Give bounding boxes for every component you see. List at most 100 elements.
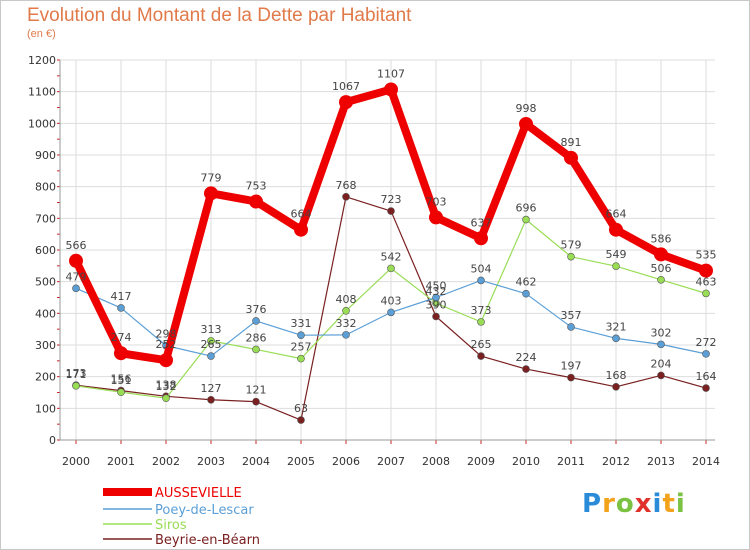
logo-letter: t [662, 489, 676, 519]
data-label: 121 [246, 384, 267, 397]
data-point [207, 337, 215, 345]
data-label: 151 [111, 374, 132, 387]
data-point [567, 373, 575, 382]
logo-letter: P [582, 489, 603, 519]
data-point [297, 354, 305, 363]
data-label: 313 [201, 323, 222, 336]
data-label: 156 [111, 373, 132, 386]
data-label: 127 [201, 382, 222, 395]
series-lines [69, 82, 713, 424]
data-point [252, 317, 260, 325]
data-label: 768 [336, 179, 357, 192]
data-label: 376 [246, 303, 267, 316]
y-tick-label: 600 [35, 244, 56, 257]
data-label: 664 [291, 208, 312, 221]
data-label: 138 [156, 378, 177, 391]
data-point [429, 210, 443, 225]
data-point [297, 416, 305, 424]
data-label: 63 [294, 402, 308, 415]
data-label: 331 [291, 317, 312, 330]
data-label: 321 [606, 320, 627, 333]
data-point [519, 116, 533, 131]
y-tick-label: 1200 [28, 54, 56, 67]
data-point [294, 222, 308, 237]
x-tick-label: 2012 [602, 455, 630, 468]
data-point [654, 247, 668, 262]
data-point [387, 308, 395, 317]
data-point [207, 395, 215, 404]
data-label: 579 [561, 239, 582, 252]
data-point [204, 186, 218, 201]
data-label: 542 [381, 250, 402, 263]
logo-letter: i [675, 489, 686, 519]
data-point [477, 352, 485, 360]
data-point [522, 365, 530, 373]
data-point [522, 289, 530, 298]
data-label: 549 [606, 248, 627, 261]
y-tick-label: 0 [49, 434, 56, 447]
legend-label: Poey-de-Lescar [155, 503, 254, 518]
data-point [114, 346, 128, 361]
data-label: 723 [381, 193, 402, 206]
y-tick-label: 1000 [28, 117, 56, 130]
axes: 0 100 200 300 400 500 600 700 800 900 1000 1100 1200… [28, 54, 720, 468]
data-point [339, 95, 353, 110]
data-label: 274 [111, 331, 132, 344]
data-label: 224 [516, 351, 537, 364]
data-label: 696 [516, 202, 537, 215]
data-point [612, 262, 620, 270]
data-point [252, 397, 260, 406]
legend-label: Siros [155, 518, 187, 533]
data-label: 1107 [377, 67, 405, 80]
data-label: 132 [156, 380, 177, 393]
x-tick-label: 2013 [647, 455, 675, 468]
data-point [252, 345, 260, 354]
data-label: 1067 [332, 80, 360, 93]
data-point [342, 331, 350, 339]
data-point [609, 222, 623, 237]
data-label: 753 [246, 180, 267, 193]
data-label: 390 [426, 299, 447, 312]
data-label: 506 [651, 262, 672, 275]
data-point [477, 318, 485, 326]
data-label: 703 [426, 195, 447, 208]
x-tick-label: 2011 [557, 455, 585, 468]
data-label: 479 [66, 270, 87, 283]
proxiti-logo: Proxiti [582, 489, 686, 519]
x-tick-label: 2001 [107, 455, 135, 468]
data-point [159, 353, 173, 368]
data-point [342, 306, 350, 315]
data-point [117, 388, 125, 396]
x-tick-label: 2008 [422, 455, 450, 468]
data-label: 265 [201, 338, 222, 351]
data-label: 432 [426, 285, 447, 298]
y-tick-label: 500 [35, 276, 56, 289]
data-label: 171 [66, 368, 87, 381]
data-label: 566 [66, 239, 87, 252]
x-tick-label: 2007 [377, 455, 405, 468]
data-point [384, 82, 398, 97]
data-point [69, 253, 83, 268]
data-labels: 566 274 252 779 753 664 1067 1107 703 637 998 891 66… [66, 67, 717, 415]
y-tick-label: 700 [35, 212, 56, 225]
x-tick-label: 2014 [692, 455, 720, 468]
data-label: 664 [606, 208, 627, 221]
x-tick-label: 2004 [242, 455, 270, 468]
grid [60, 59, 715, 441]
y-tick-label: 300 [35, 339, 56, 352]
data-point [249, 194, 263, 209]
data-point [702, 289, 710, 298]
logo-letter: r [602, 489, 616, 519]
data-point [117, 304, 125, 312]
data-label: 252 [156, 338, 177, 351]
data-label: 302 [651, 326, 672, 339]
data-point [432, 293, 440, 302]
y-tick-label: 900 [35, 149, 56, 162]
x-tick-label: 2010 [512, 455, 540, 468]
data-point [432, 312, 440, 321]
data-label: 265 [471, 338, 492, 351]
data-label: 286 [246, 331, 267, 344]
data-label: 168 [606, 369, 627, 382]
data-point [702, 384, 710, 392]
